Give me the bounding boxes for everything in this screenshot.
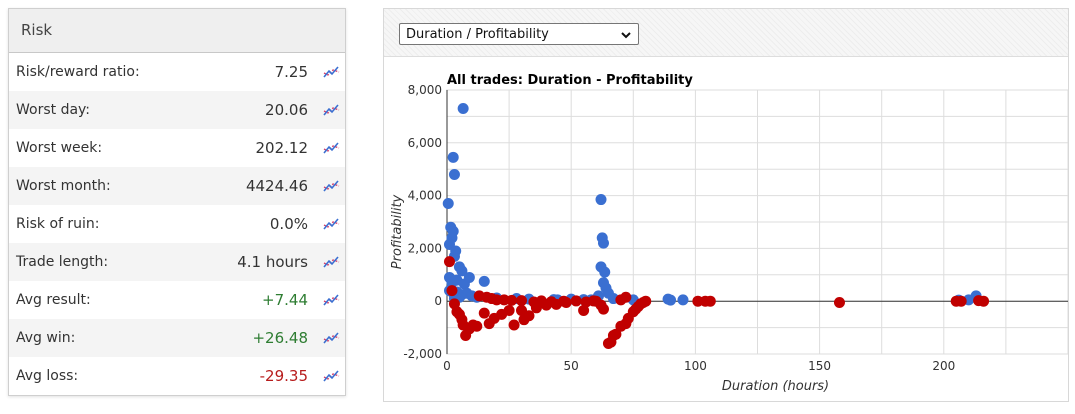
trade-point-win (677, 294, 689, 306)
trade-point-loss (535, 295, 547, 307)
risk-row-label: Avg loss: (16, 368, 79, 384)
chart-panel: Duration / Profitability 0 50 100 150 200 -2,… (383, 8, 1069, 402)
trade-point-win (463, 271, 475, 283)
trade-point-loss (545, 296, 557, 308)
risk-row: Avg loss: -29.35 (9, 357, 345, 395)
trade-point-win (457, 102, 469, 114)
risk-row: Risk/reward ratio: 7.25 (9, 53, 345, 91)
risk-panel: Risk Risk/reward ratio: 7.25 Worst day: 20.… (8, 8, 346, 396)
trade-point-win (595, 194, 607, 206)
chart-trend-icon[interactable] (323, 140, 340, 155)
trade-point-loss (471, 320, 483, 332)
risk-row-value: +7.44 (262, 291, 308, 309)
trade-point-win (599, 266, 611, 278)
risk-row-value: 4.1 hours (237, 253, 308, 271)
risk-row-label: Trade length: (16, 254, 109, 270)
trade-point-win (447, 151, 459, 163)
risk-row: Avg win: +26.48 (9, 319, 345, 357)
risk-row: Worst day: 20.06 (9, 91, 345, 129)
risk-row-label: Worst month: (16, 178, 111, 194)
trade-point-loss (955, 295, 967, 307)
risk-row-value: 202.12 (255, 139, 309, 157)
risk-row-label: Worst week: (16, 140, 103, 156)
risk-rows: Risk/reward ratio: 7.25 Worst day: 20.06 Wor… (9, 53, 345, 395)
chart-type-select-value: Duration / Profitability (406, 27, 549, 42)
trade-point-win (665, 294, 677, 306)
trade-point-loss (446, 285, 458, 297)
risk-row: Worst week: 202.12 (9, 129, 345, 167)
duration-profitability-scatter-chart: 0 50 100 150 200-2,00002,0004,0006,0008,000A… (390, 73, 1068, 394)
trade-point-loss (978, 295, 990, 307)
trade-point-win (448, 168, 460, 180)
trade-point-loss (597, 303, 609, 315)
risk-row-value: 20.06 (265, 101, 308, 119)
y-tick-label: 0 (434, 294, 442, 308)
trade-point-loss (610, 328, 622, 340)
risk-row: Worst month: 4424.46 (9, 167, 345, 205)
chevron-down-icon (621, 32, 631, 39)
chart-type-select[interactable]: Duration / Profitability (399, 23, 639, 45)
risk-row-label: Avg win: (16, 330, 76, 346)
trade-point-loss (833, 297, 845, 309)
risk-row-label: Worst day: (16, 102, 91, 118)
chart-trend-icon[interactable] (323, 64, 340, 79)
y-tick-label: -2,000 (403, 347, 442, 361)
chart-trend-icon[interactable] (323, 330, 340, 345)
x-tick-label: 0 (443, 359, 451, 373)
trade-point-loss (508, 319, 520, 331)
risk-row: Trade length: 4.1 hours (9, 243, 345, 281)
chart-trend-icon[interactable] (323, 102, 340, 117)
y-tick-label: 6,000 (408, 136, 442, 150)
risk-row-label: Risk of ruin: (16, 216, 100, 232)
y-tick-label: 2,000 (408, 241, 442, 255)
risk-row: Risk of ruin: 0.0% (9, 205, 345, 243)
trade-point-win (597, 237, 609, 249)
y-axis-label: Profitability (390, 194, 405, 269)
chart-title: All trades: Duration - Profitability (447, 73, 693, 88)
risk-row-value: 4424.46 (245, 177, 308, 195)
trade-point-loss (506, 294, 518, 306)
trade-point-loss (516, 295, 528, 307)
trade-point-win (456, 265, 468, 277)
y-tick-label: 8,000 (408, 83, 442, 97)
chart-trend-icon[interactable] (323, 292, 340, 307)
risk-row: Avg result: +7.44 (9, 281, 345, 319)
risk-panel-title: Risk (9, 9, 345, 53)
x-tick-label: 50 (564, 359, 579, 373)
chart-trend-icon[interactable] (323, 254, 340, 269)
chart-trend-icon[interactable] (323, 178, 340, 193)
trade-point-loss (478, 307, 490, 319)
chart-trend-icon[interactable] (323, 368, 340, 383)
x-tick-label: 200 (932, 359, 955, 373)
trade-point-loss (578, 304, 590, 316)
risk-row-label: Avg result: (16, 292, 91, 308)
trade-point-loss (620, 291, 632, 303)
trade-point-loss (516, 304, 528, 316)
y-tick-label: 4,000 (408, 189, 442, 203)
risk-row-value: -29.35 (259, 367, 308, 385)
chart-trend-icon[interactable] (323, 216, 340, 231)
x-tick-label: 150 (808, 359, 831, 373)
trade-point-loss (503, 304, 515, 316)
risk-row-value: +26.48 (252, 329, 308, 347)
trade-point-loss (443, 256, 455, 268)
trade-point-win (478, 275, 490, 287)
trade-point-loss (558, 295, 570, 307)
x-axis-label: Duration (hours) (722, 379, 829, 394)
chart-toolbar: Duration / Profitability (384, 9, 1068, 57)
trade-point-loss (640, 295, 652, 307)
trade-point-loss (570, 295, 582, 307)
x-tick-label: 100 (684, 359, 707, 373)
risk-row-value: 7.25 (274, 63, 308, 81)
risk-row-value: 0.0% (269, 215, 308, 233)
trade-point-win (442, 198, 454, 210)
trade-point-loss (704, 295, 716, 307)
risk-row-label: Risk/reward ratio: (16, 64, 140, 80)
